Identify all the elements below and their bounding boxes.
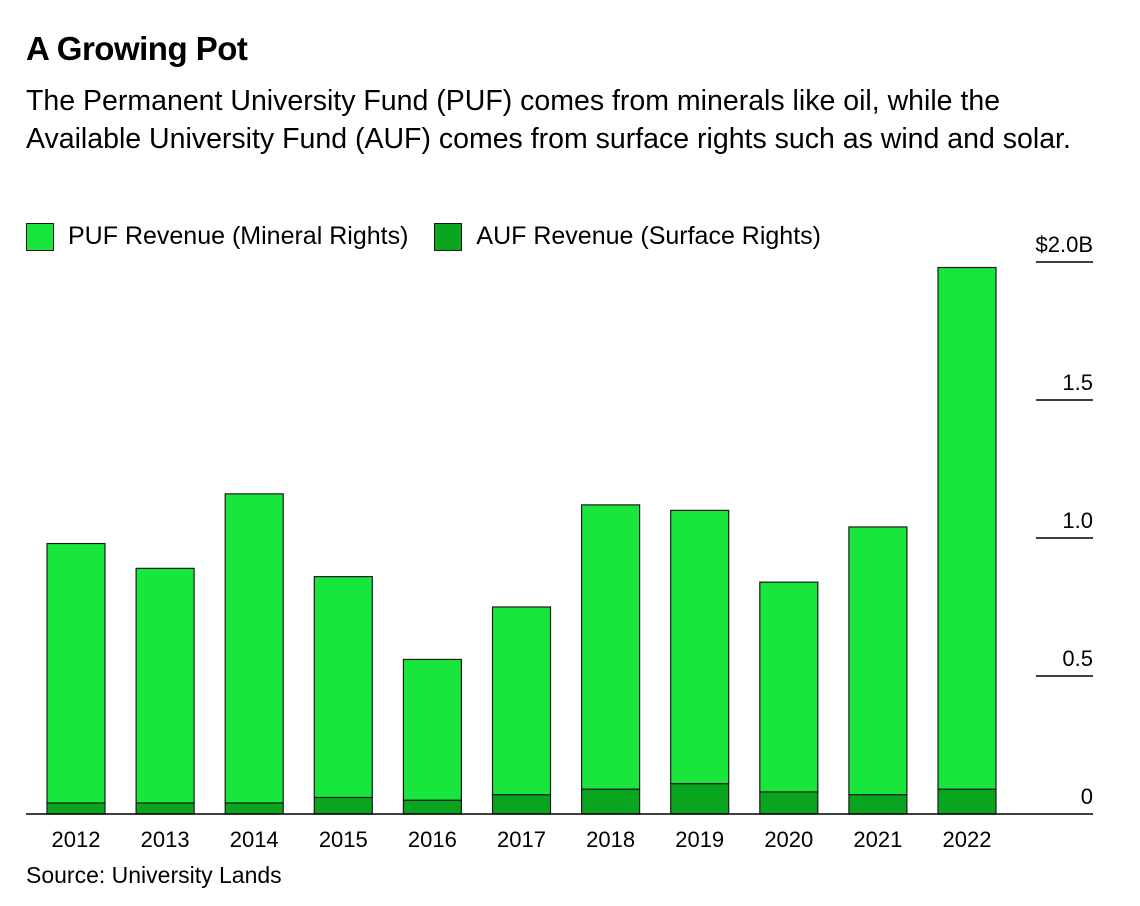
bar-auf-2014 [224, 802, 284, 815]
bar-auf-2019 [670, 783, 730, 815]
legend: PUF Revenue (Mineral Rights) AUF Revenue… [26, 222, 847, 251]
legend-swatch-auf [434, 222, 463, 251]
bar-puf-2014 [224, 493, 284, 804]
bar-puf-2012 [46, 542, 106, 804]
y-tick-label: 1.0 [1062, 508, 1093, 533]
bar-puf-2015 [313, 576, 373, 799]
bar-puf-2013 [135, 567, 195, 804]
y-tick-label: 0 [1081, 784, 1093, 809]
x-tick-label: 2020 [764, 827, 813, 852]
legend-label-auf: AUF Revenue (Surface Rights) [476, 222, 821, 250]
x-tick-label: 2013 [141, 827, 190, 852]
source-note: Source: University Lands [26, 862, 282, 888]
x-tick-label: 2019 [675, 827, 724, 852]
bar-puf-2016 [402, 658, 462, 801]
bar-auf-2022 [937, 788, 997, 815]
bar-puf-2020 [759, 581, 819, 793]
bar-auf-2012 [46, 802, 106, 815]
bar-puf-2018 [580, 504, 641, 790]
legend-label-puf: PUF Revenue (Mineral Rights) [68, 222, 409, 250]
legend-swatch-puf [26, 222, 54, 251]
bar-auf-2020 [759, 791, 819, 815]
x-tick-label: 2014 [230, 827, 279, 852]
bar-puf-2022 [937, 266, 997, 790]
bar-auf-2017 [491, 794, 552, 815]
bar-auf-2015 [313, 796, 373, 815]
chart-title: A Growing Pot [26, 30, 248, 67]
bar-auf-2013 [135, 802, 195, 815]
x-tick-label: 2017 [497, 827, 546, 852]
y-tick-label: 1.5 [1062, 370, 1093, 395]
bar-auf-2016 [402, 799, 462, 815]
chart-subtitle: The Permanent University Fund (PUF) come… [26, 85, 1071, 155]
x-tick-label: 2021 [853, 827, 902, 852]
y-tick-label: 0.5 [1062, 646, 1093, 671]
bar-puf-2021 [848, 526, 908, 796]
x-tick-label: 2018 [586, 827, 635, 852]
x-tick-label: 2016 [408, 827, 457, 852]
bar-auf-2021 [848, 794, 908, 815]
bar-auf-2018 [580, 788, 641, 815]
legend-item-puf: PUF Revenue (Mineral Rights) [26, 222, 408, 251]
x-tick-label: 2015 [319, 827, 368, 852]
x-tick-label: 2022 [943, 827, 992, 852]
x-tick-label: 2012 [52, 827, 101, 852]
bar-puf-2019 [670, 509, 730, 785]
y-tick-label: $2.0B [1036, 232, 1094, 257]
bar-puf-2017 [491, 606, 552, 796]
legend-item-auf: AUF Revenue (Surface Rights) [434, 222, 821, 251]
